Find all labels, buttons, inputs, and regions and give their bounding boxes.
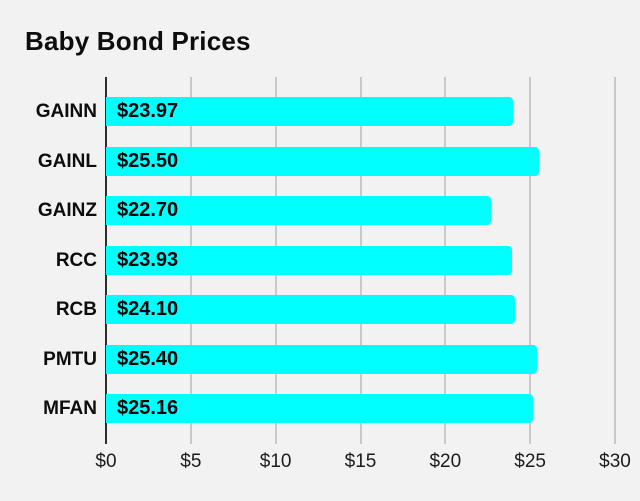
x-tick-label: $25 [514, 451, 546, 472]
value-label: $25.50 [117, 149, 179, 172]
bar-rcb: $24.10 [106, 295, 515, 325]
value-label: $23.97 [117, 100, 179, 122]
value-label: $24.10 [117, 298, 179, 321]
category-label: GAINZ [37, 200, 97, 222]
value-label: $22.70 [117, 199, 179, 222]
x-tick-label: $5 [180, 451, 202, 472]
x-tick-label: $10 [259, 451, 292, 472]
value-label: $23.93 [117, 248, 179, 271]
x-tick-label: $15 [344, 451, 377, 472]
category-label: PMTU [43, 348, 97, 370]
bar-rcc: $23.93 [106, 245, 512, 275]
x-tick-label: $30 [599, 451, 631, 472]
bar-gainl: $25.50 [106, 146, 539, 176]
bar-gainn: $23.97 [106, 97, 513, 126]
category-label: RCC [55, 249, 97, 271]
gridline [614, 77, 616, 444]
bar-pmtu: $25.40 [106, 344, 537, 374]
category-label: GAINL [37, 150, 97, 172]
bar-mfan: $25.16 [106, 394, 533, 424]
category-label: GAINN [35, 101, 97, 122]
gridline [529, 77, 532, 444]
x-tick-label: $20 [429, 451, 462, 472]
x-tick-label: $0 [95, 451, 117, 472]
category-label: MFAN [43, 398, 97, 420]
value-label: $25.40 [117, 347, 179, 370]
value-label: $25.16 [117, 397, 179, 420]
category-label: RCB [55, 299, 97, 321]
chart-title: Baby Bond Prices [25, 26, 251, 56]
bar-gainz: $22.70 [106, 196, 492, 226]
